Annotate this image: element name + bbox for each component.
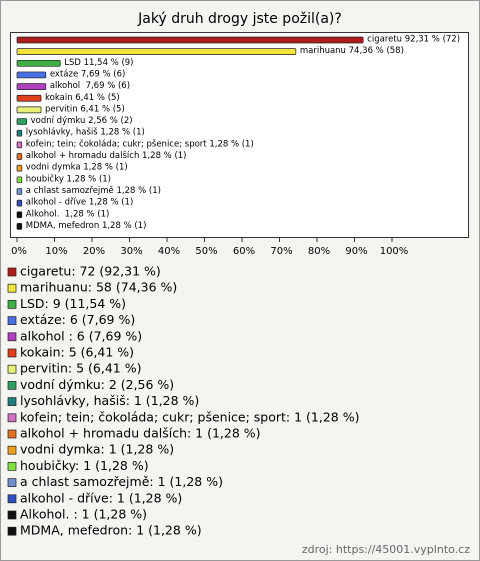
legend-swatch (7, 429, 17, 439)
legend-swatch (7, 510, 17, 520)
bar (16, 71, 47, 79)
legend-label: kofein; tein; čokoláda; cukr; pšenice; s… (20, 409, 359, 424)
legend-swatch (7, 445, 17, 455)
bar-label: Alkohol. 1,28 % (1) (26, 209, 110, 219)
legend-swatch (7, 283, 17, 293)
legend-label: vodní dýmku: 2 (2,56 %) (20, 377, 174, 392)
bar (16, 164, 23, 172)
bar (16, 59, 61, 67)
legend-label: vodni dymka: 1 (1,28 %) (20, 442, 174, 457)
x-tick-label: 10% (45, 246, 67, 257)
legend-label: lysohlávky, hašiš: 1 (1,28 %) (20, 393, 199, 408)
legend-label: houbičky: 1 (1,28 %) (20, 458, 149, 473)
legend-swatch (7, 300, 17, 309)
bar-label: houbičky 1,28 % (1) (26, 173, 111, 184)
bar-label: alkohol 7,69 % (6) (50, 81, 130, 91)
legend-swatch (7, 478, 17, 487)
bar-label: extáze 7,69 % (6) (50, 69, 126, 79)
legend-label: marihuanu: 58 (74,36 %) (20, 280, 177, 295)
legend-swatch (7, 397, 17, 406)
bar-label: vodni dymka 1,28 % (1) (26, 163, 128, 173)
bar (16, 141, 23, 149)
x-tick-label: 100% (380, 246, 409, 257)
bar-label: a chlast samozřejmě 1,28 % (1) (26, 186, 161, 196)
bar-label: cigaretu 92,31 % (72) (367, 35, 460, 45)
bar (16, 48, 297, 56)
source: zdroj: https://45001.vyplnto.cz (302, 543, 470, 556)
legend-swatch (7, 348, 17, 358)
bar-label: kokain 6,41 % (5) (45, 93, 120, 103)
bar (16, 153, 23, 160)
legend-label: alkohol : 6 (7,69 %) (20, 328, 142, 343)
legend-swatch (7, 494, 17, 504)
x-tick-label: 20% (83, 246, 105, 257)
legend-label: a chlast samozřejmě: 1 (1,28 %) (20, 474, 223, 489)
bar-label: kofein; tein; čokoláda; cukr; pšenice; s… (26, 138, 254, 149)
bar (16, 199, 23, 207)
legend-swatch (7, 332, 17, 342)
legend-label: extáze: 6 (7,69 %) (20, 312, 135, 327)
legend-label: kokain: 5 (6,41 %) (20, 345, 134, 360)
plot-frame (10, 32, 469, 238)
x-tick-label: 40% (158, 246, 180, 257)
legend-swatch (7, 413, 17, 423)
legend-swatch (7, 462, 17, 471)
bar (16, 211, 23, 219)
chart-title: Jaký druh drogy jste požil(a)? (137, 11, 342, 27)
bar-label: pervitin 6,41 % (5) (45, 104, 125, 114)
bar-label: alkohol + hromadu dalších 1,28 % (1) (26, 150, 187, 161)
legend-swatch (7, 381, 17, 390)
bar-label: LSD 11,54 % (9) (64, 58, 133, 68)
x-tick-label: 60% (233, 246, 255, 257)
bar-label: marihuanu 74,36 % (58) (300, 46, 404, 56)
legend-swatch (7, 316, 17, 325)
bar (16, 223, 23, 230)
bar (16, 106, 42, 114)
x-tick-label: 70% (270, 246, 292, 257)
legend-label: Alkohol. : 1 (1,28 %) (20, 507, 147, 522)
legend-label: alkohol - dříve: 1 (1,28 %) (20, 490, 182, 505)
legend-swatch (7, 526, 17, 536)
legend-label: pervitin: 5 (6,41 %) (20, 361, 141, 376)
bar (16, 176, 23, 184)
bar (16, 129, 23, 137)
legend-swatch (7, 364, 17, 374)
bar (16, 36, 364, 44)
legend-label: LSD: 9 (11,54 %) (20, 296, 126, 311)
x-tick-label: 30% (120, 246, 142, 257)
bar (16, 94, 42, 102)
legend-label: alkohol + hromadu dalších: 1 (1,28 %) (20, 426, 261, 441)
x-tick-label: 80% (308, 246, 330, 257)
x-tick-label: 50% (195, 246, 217, 257)
bar (16, 188, 23, 195)
bar-label: lysohlávky, hašiš 1,28 % (1) (26, 127, 145, 138)
x-tick-label: 0% (11, 246, 27, 257)
bar-label: MDMA, mefedron 1,28 % (1) (26, 221, 147, 231)
legend-label: MDMA, mefedron: 1 (1,28 %) (20, 523, 202, 538)
bar (16, 83, 47, 90)
bar-label: alkohol - dříve 1,28 % (1) (26, 198, 133, 208)
bar (16, 118, 27, 125)
legend-label: cigaretu: 72 (92,31 %) (20, 264, 161, 279)
bar-label: vodní dýmku 2,56 % (2) (31, 116, 133, 126)
x-tick-label: 90% (345, 246, 367, 257)
legend-swatch (7, 267, 17, 277)
